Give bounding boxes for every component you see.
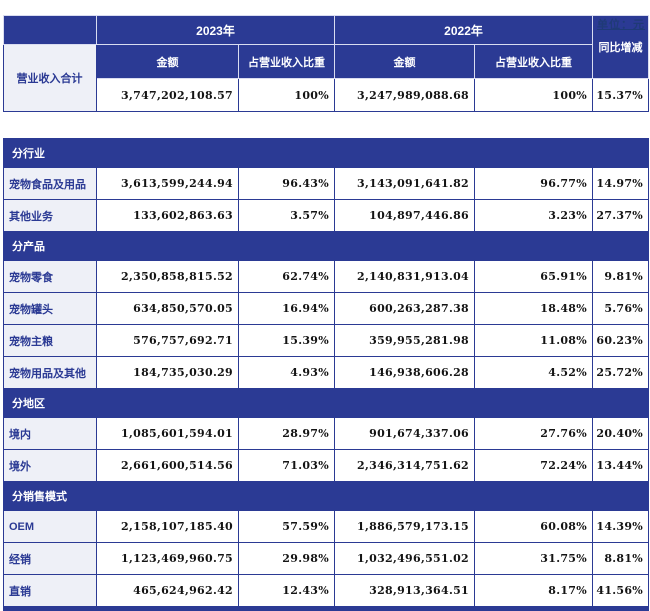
amount-2023-cell: 634,850,570.05 (96, 292, 239, 325)
proportion-2022-cell: 60.08% (474, 510, 593, 543)
table-row: 境内 1,085,601,594.01 28.97% 901,674,337.0… (3, 417, 650, 450)
table-row: 宠物食品及用品 3,613,599,244.94 96.43% 3,143,09… (3, 167, 650, 200)
amount-2023-cell: 2,350,858,815.52 (96, 260, 239, 293)
section-title-industry: 分行业 (2, 138, 650, 168)
proportion-2022-cell: 31.75% (474, 542, 593, 575)
amount-2023-cell: 465,624,962.42 (96, 574, 239, 609)
section-title-region: 分地区 (2, 388, 650, 418)
proportion-2023-cell: 71.03% (238, 449, 335, 482)
proportion-2023-cell: 4.93% (238, 356, 335, 389)
total-revenue-label: 营业收入合计 (3, 44, 97, 112)
amount-2023-cell: 1,085,601,594.01 (96, 417, 239, 450)
amount-2023-cell: 2,661,600,514.56 (96, 449, 239, 482)
row-label: 宠物用品及其他 (3, 356, 97, 389)
proportion-2022-cell: 27.76% (474, 417, 593, 450)
revenue-summary-table: 2023年 2022年 同比增减 营业收入合计 金额 占营业收入比重 金额 占营… (3, 15, 650, 112)
proportion-2022-header: 占营业收入比重 (474, 44, 594, 79)
amount-2023-cell: 576,757,692.71 (96, 324, 239, 357)
proportion-2022-cell: 65.91% (474, 260, 593, 293)
amount-2023-cell: 2,158,107,185.40 (96, 510, 239, 543)
proportion-2022-cell: 72.24% (474, 449, 593, 482)
proportion-2023-header: 占营业收入比重 (237, 44, 336, 79)
yoy-cell: 27.37% (591, 199, 650, 232)
yoy-cell: 5.76% (591, 292, 650, 325)
row-label: 宠物罐头 (3, 292, 97, 325)
amount-2022-cell: 1,032,496,551.02 (334, 542, 475, 575)
yoy-cell: 20.40% (591, 417, 650, 450)
amount-2023-header: 金额 (96, 44, 239, 79)
total-amount-2023: 3,747,202,108.57 (96, 78, 239, 112)
proportion-2023-cell: 28.97% (238, 417, 335, 450)
amount-2022-header: 金额 (334, 44, 476, 79)
row-label: 境内 (3, 417, 97, 450)
row-label: OEM (3, 510, 97, 543)
table-row: 境外 2,661,600,514.56 71.03% 2,346,314,751… (3, 449, 650, 482)
proportion-2022-cell: 11.08% (474, 324, 593, 357)
yoy-cell: 41.56% (591, 574, 650, 609)
yoy-header: 同比增减 (592, 15, 650, 79)
table-row: 宠物罐头 634,850,570.05 16.94% 600,263,287.3… (3, 292, 650, 325)
amount-2022-cell: 3,143,091,641.82 (334, 167, 475, 200)
amount-2022-cell: 600,263,287.38 (334, 292, 475, 325)
table-row: 宠物零食 2,350,858,815.52 62.74% 2,140,831,9… (3, 260, 650, 293)
yoy-cell: 60.23% (591, 324, 650, 357)
total-amount-2022: 3,247,989,088.68 (334, 78, 476, 112)
table-row: 宠物用品及其他 184,735,030.29 4.93% 146,938,606… (3, 356, 650, 389)
proportion-2023-cell: 15.39% (238, 324, 335, 357)
proportion-2022-cell: 8.17% (474, 574, 593, 609)
table-row: OEM 2,158,107,185.40 57.59% 1,886,579,17… (3, 510, 650, 543)
yoy-cell: 14.39% (591, 510, 650, 543)
yoy-cell: 9.81% (591, 260, 650, 293)
amount-2022-cell: 104,897,446.86 (334, 199, 475, 232)
amount-2022-cell: 146,938,606.28 (334, 356, 475, 389)
amount-2022-cell: 901,674,337.06 (334, 417, 475, 450)
yoy-cell: 13.44% (591, 449, 650, 482)
amount-2022-cell: 2,140,831,913.04 (334, 260, 475, 293)
amount-2023-cell: 1,123,469,960.75 (96, 542, 239, 575)
year-2023-header: 2023年 (95, 15, 336, 45)
proportion-2023-cell: 62.74% (238, 260, 335, 293)
amount-2022-cell: 328,913,364.51 (334, 574, 475, 609)
amount-2022-cell: 1,886,579,173.15 (334, 510, 475, 543)
table-row: 直销 465,624,962.42 12.43% 328,913,364.51 … (3, 574, 650, 609)
amount-2023-cell: 184,735,030.29 (96, 356, 239, 389)
proportion-2022-cell: 18.48% (474, 292, 593, 325)
section-title-sales-model: 分销售模式 (2, 481, 650, 511)
corner-cell (3, 15, 97, 45)
amount-2022-cell: 2,346,314,751.62 (334, 449, 475, 482)
yoy-cell: 14.97% (591, 167, 650, 200)
table-row: 宠物主粮 576,757,692.71 15.39% 359,955,281.9… (3, 324, 650, 357)
proportion-2022-cell: 4.52% (474, 356, 593, 389)
amount-2023-cell: 133,602,863.63 (96, 199, 239, 232)
amount-2023-cell: 3,613,599,244.94 (96, 167, 239, 200)
amount-2022-cell: 359,955,281.98 (334, 324, 475, 357)
row-label: 其他业务 (3, 199, 97, 232)
proportion-2023-cell: 57.59% (238, 510, 335, 543)
section-title-product: 分产品 (2, 231, 650, 261)
row-label: 境外 (3, 449, 97, 482)
yoy-cell: 25.72% (591, 356, 650, 389)
proportion-2023-cell: 12.43% (238, 574, 335, 609)
row-label: 宠物主粮 (3, 324, 97, 357)
year-2022-header: 2022年 (334, 15, 594, 45)
row-label: 经销 (3, 542, 97, 575)
proportion-2022-cell: 96.77% (474, 167, 593, 200)
proportion-2023-cell: 3.57% (238, 199, 335, 232)
total-proportion-2022: 100% (474, 78, 594, 112)
proportion-2022-cell: 3.23% (474, 199, 593, 232)
table-row: 其他业务 133,602,863.63 3.57% 104,897,446.86… (3, 199, 650, 232)
proportion-2023-cell: 29.98% (238, 542, 335, 575)
total-yoy: 15.37% (592, 78, 650, 112)
row-label: 直销 (3, 574, 97, 609)
table-row: 经销 1,123,469,960.75 29.98% 1,032,496,551… (3, 542, 650, 575)
proportion-2023-cell: 16.94% (238, 292, 335, 325)
yoy-cell: 8.81% (591, 542, 650, 575)
proportion-2023-cell: 96.43% (238, 167, 335, 200)
total-proportion-2023: 100% (237, 78, 336, 112)
unit-label: 单位：元 (597, 19, 645, 31)
revenue-breakdown-table: 分行业 宠物食品及用品 3,613,599,244.94 96.43% 3,14… (2, 138, 650, 611)
row-label: 宠物零食 (3, 260, 97, 293)
row-label: 宠物食品及用品 (3, 167, 97, 200)
